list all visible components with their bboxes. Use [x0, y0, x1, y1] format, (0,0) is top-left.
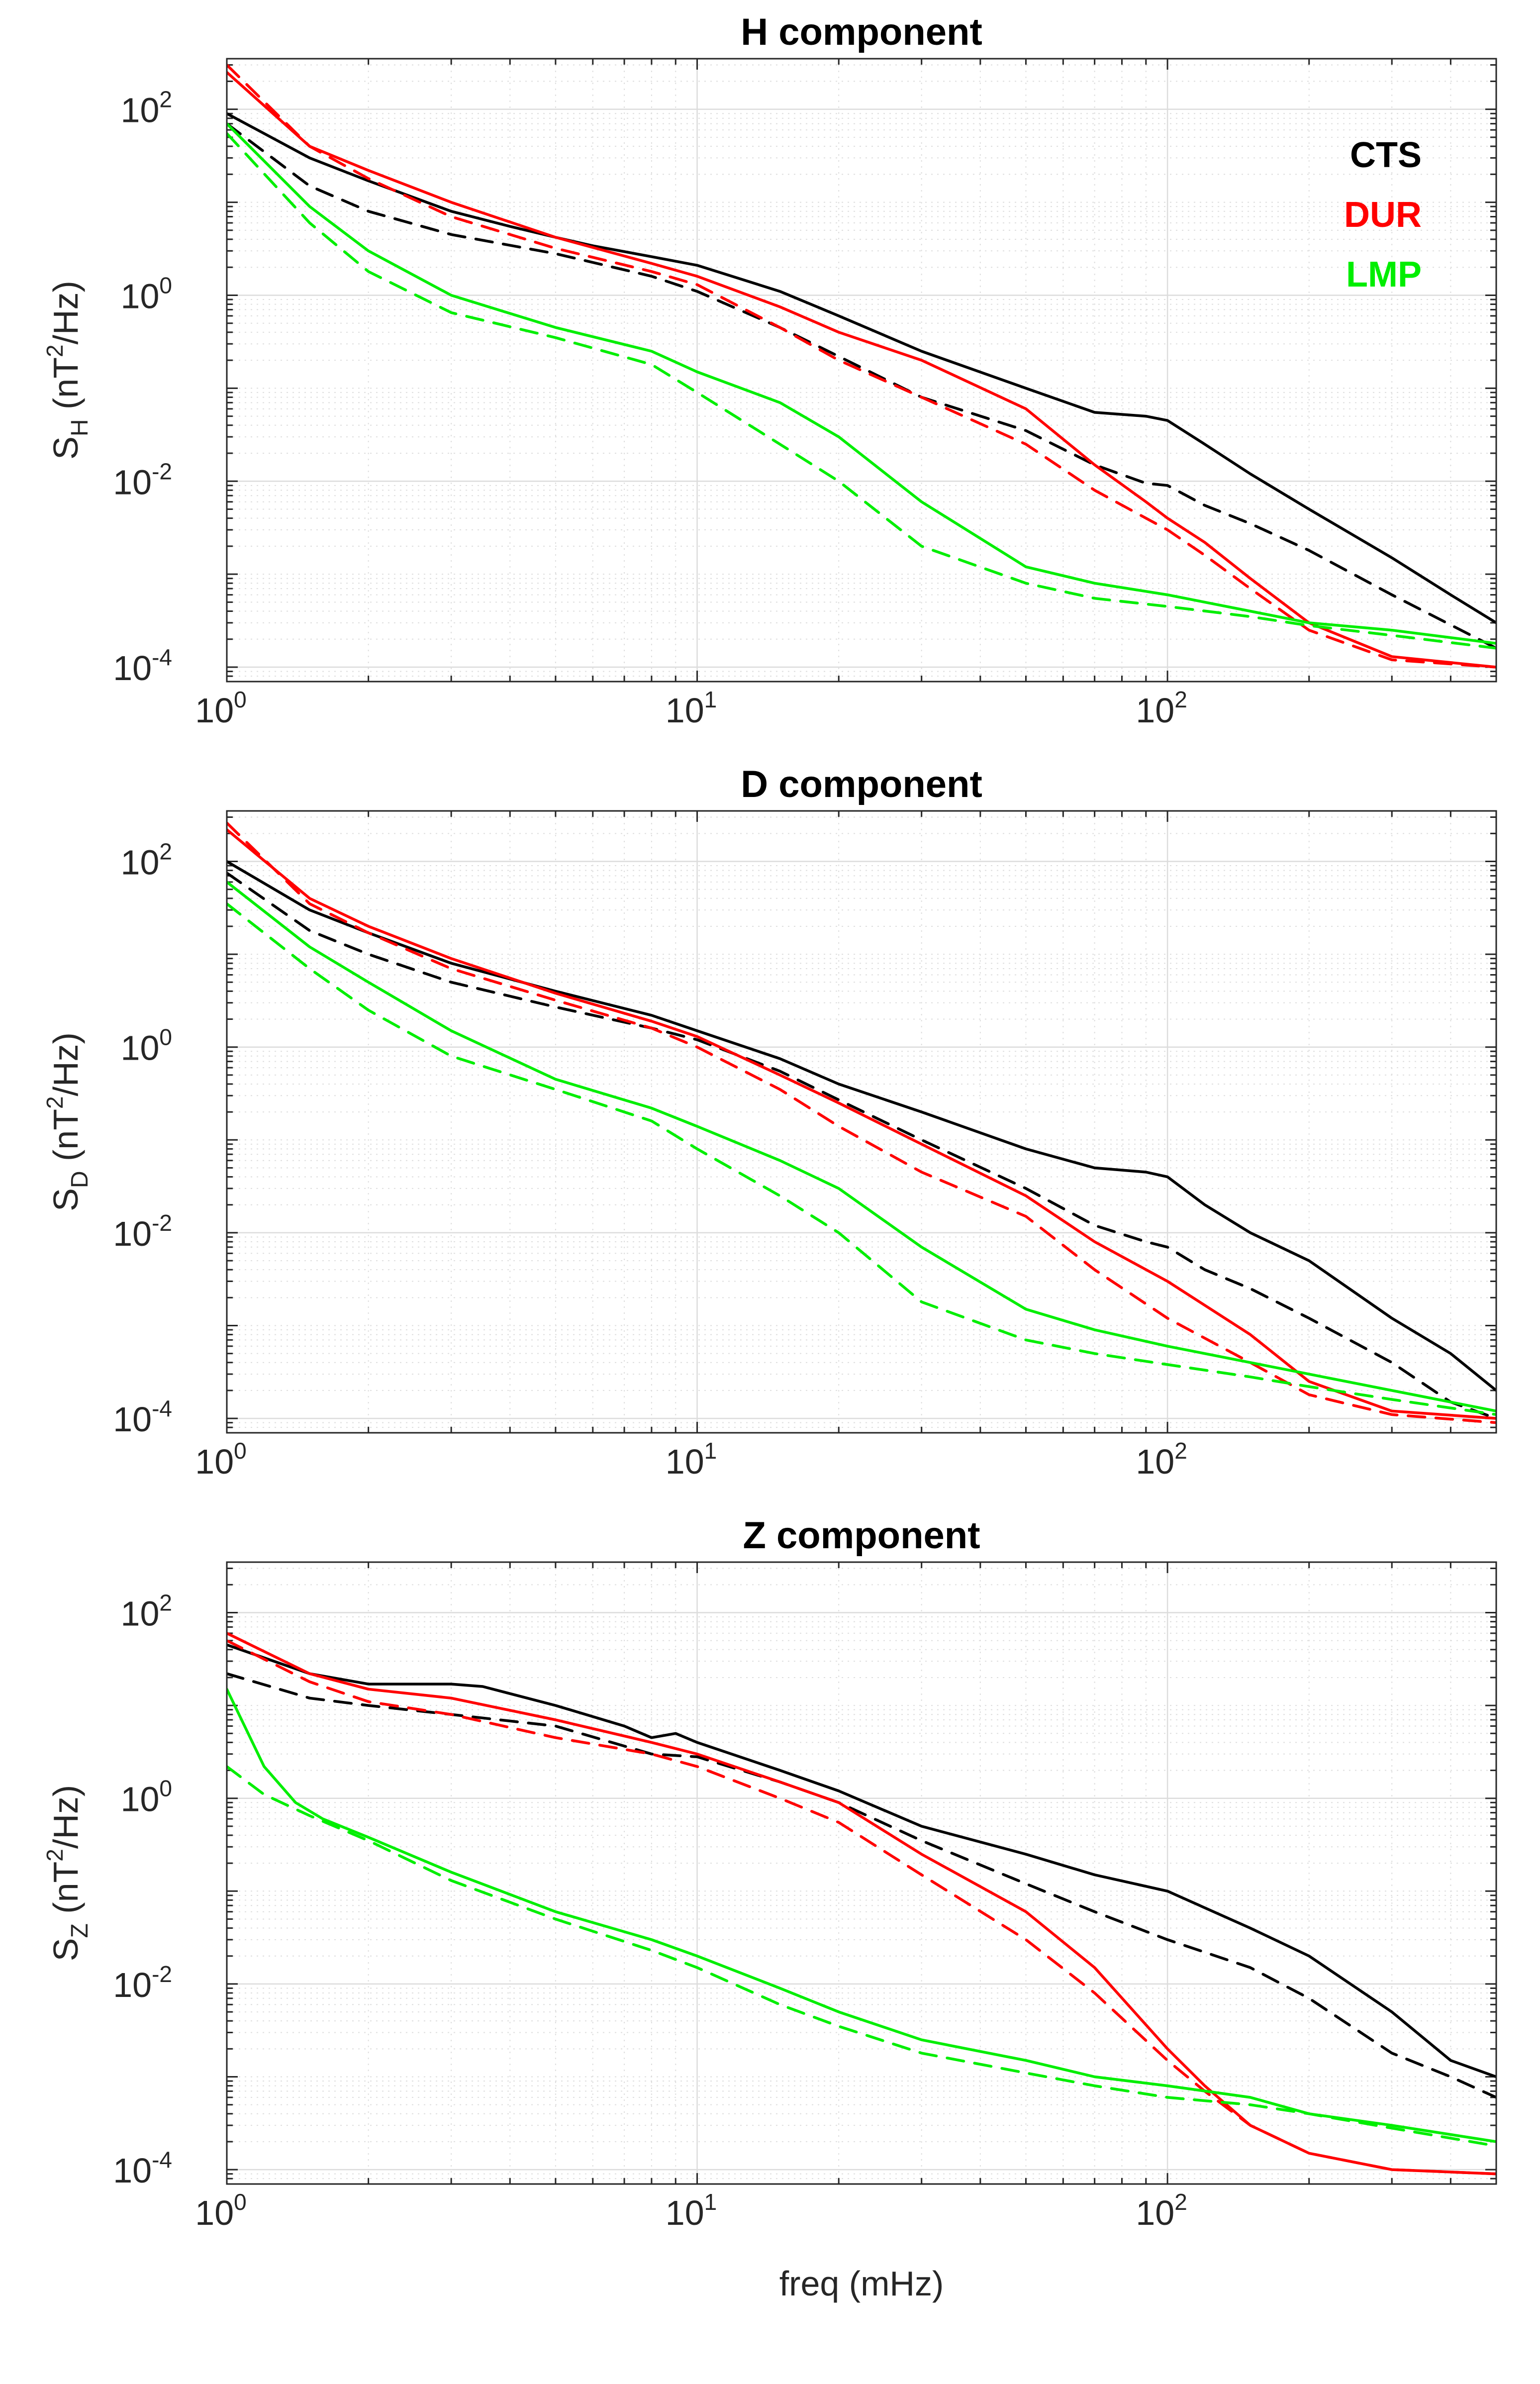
- x-tick-label: 100: [195, 687, 246, 730]
- axes-frame: [226, 810, 1497, 1434]
- chart-title: H component: [741, 11, 982, 53]
- panel-h: H component 100 101 102 10-4 10-2 100 102 SH (nT…: [42, 11, 1497, 730]
- series-lmp-dashed: [227, 1765, 1496, 2148]
- x-tick-label: 100: [195, 2189, 246, 2232]
- y-tick-label: 100: [121, 1776, 172, 1819]
- chart-title: Z component: [743, 1514, 980, 1557]
- x-axis-label: freq (mHz): [779, 2264, 944, 2303]
- legend-entry-cts: CTS: [1350, 135, 1422, 175]
- legend-entry-lmp: LMP: [1346, 255, 1422, 295]
- series-group: [227, 821, 1496, 1424]
- series-lmp-solid: [227, 1688, 1496, 2143]
- x-tick-label: 102: [1136, 2189, 1187, 2232]
- y-axis-label: SD (nT2/Hz): [42, 1032, 93, 1211]
- series-lmp-solid: [227, 881, 1496, 1413]
- y-tick-label: 10-2: [113, 1210, 172, 1253]
- series-lmp-solid: [227, 122, 1496, 645]
- series-group: [227, 1632, 1496, 2176]
- y-tick-label: 100: [121, 1024, 172, 1068]
- tick-marks: [226, 1562, 1497, 2185]
- series-dur-solid: [227, 1632, 1496, 2176]
- y-axis-label: SH (nT2/Hz): [42, 281, 93, 460]
- legend-entry-dur: DUR: [1344, 195, 1422, 235]
- grid: [226, 1562, 1497, 2185]
- series-dur-solid: [227, 828, 1496, 1420]
- panel-z: Z component 100 101 102 10-4 10-2 100 102 SZ (nT…: [42, 1514, 1497, 2303]
- y-tick-label: 10-4: [113, 644, 172, 688]
- series-dur-dashed: [227, 821, 1496, 1424]
- x-tick-label: 101: [666, 2189, 717, 2232]
- series-cts-solid: [227, 860, 1496, 1392]
- tick-marks: [226, 59, 1497, 683]
- y-axis-label: SZ (nT2/Hz): [42, 1785, 93, 1961]
- series-lmp-dashed: [227, 132, 1496, 650]
- panel-d: D component 100 101 102 10-4 10-2 100 102 SD (nT…: [42, 763, 1497, 1481]
- y-tick-label: 102: [121, 87, 172, 130]
- series-cts-dashed: [227, 872, 1496, 1420]
- series-cts-dashed: [227, 1672, 1496, 2099]
- tick-marks: [226, 811, 1497, 1434]
- grid: [226, 59, 1497, 682]
- grid: [226, 811, 1497, 1433]
- x-tick-label: 102: [1136, 1438, 1187, 1481]
- series-cts-solid: [227, 1643, 1496, 2079]
- y-tick-label: 10-4: [113, 2147, 172, 2190]
- y-tick-label: 10-4: [113, 1395, 172, 1439]
- series-group: [227, 63, 1496, 669]
- x-tick-label: 102: [1136, 687, 1187, 730]
- y-tick-label: 102: [121, 839, 172, 882]
- chart-title: D component: [741, 763, 982, 805]
- series-cts-solid: [227, 112, 1496, 624]
- y-tick-label: 100: [121, 272, 172, 315]
- axes-frame: [226, 1561, 1497, 2185]
- series-dur-solid: [227, 71, 1496, 669]
- y-tick-label: 10-2: [113, 1961, 172, 2004]
- series-dur-dashed: [227, 63, 1496, 669]
- y-tick-label: 102: [121, 1590, 172, 1633]
- y-tick-label: 10-2: [113, 458, 172, 501]
- series-lmp-dashed: [227, 902, 1496, 1416]
- x-tick-label: 100: [195, 1438, 246, 1481]
- legend: CTS DUR LMP: [1344, 135, 1422, 295]
- x-tick-label: 101: [666, 687, 717, 730]
- x-tick-label: 101: [666, 1438, 717, 1481]
- axes-frame: [226, 58, 1497, 683]
- series-dur-dashed: [227, 1639, 1496, 2176]
